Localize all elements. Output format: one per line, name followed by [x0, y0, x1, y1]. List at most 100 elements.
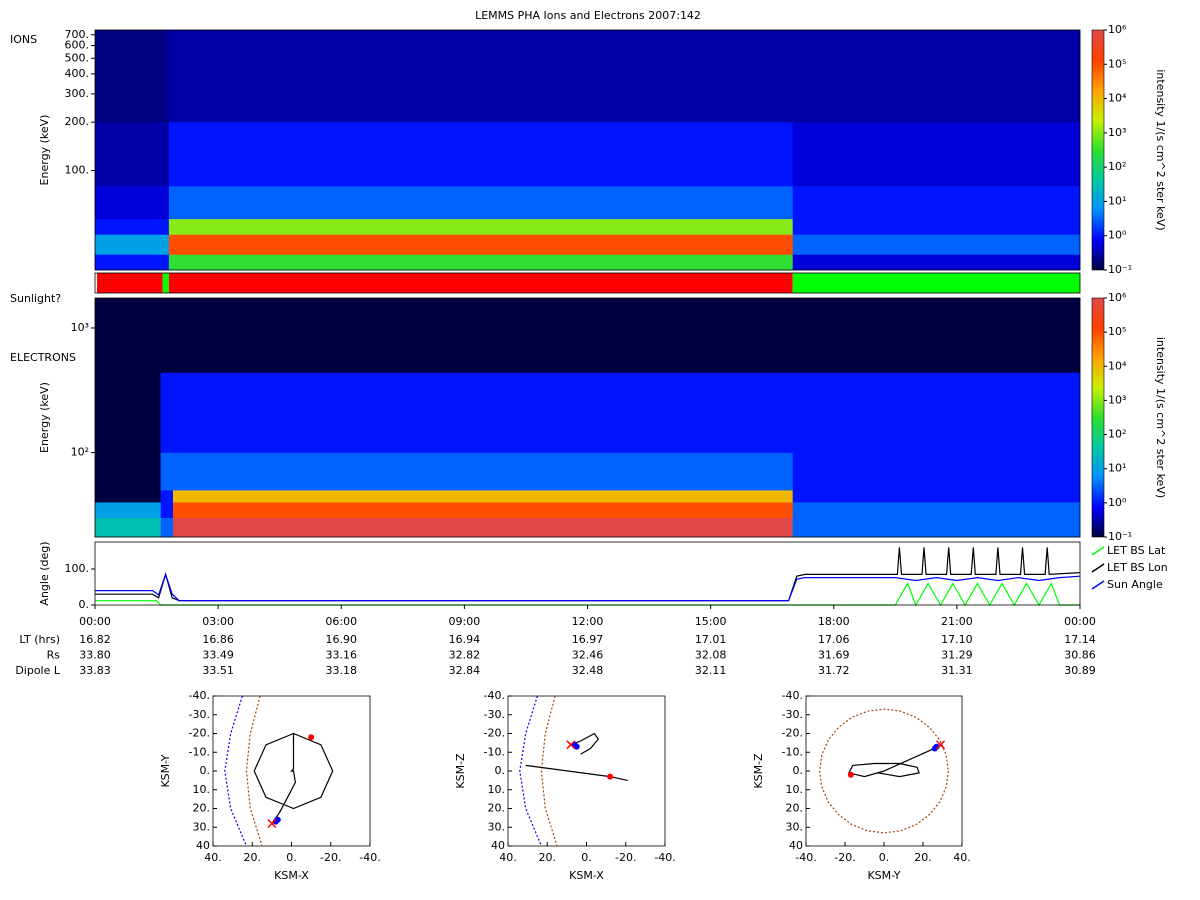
x-tick-label: 40. [204, 851, 222, 864]
colorbar-tick-label: 10¹ [1108, 462, 1126, 475]
y-axis-label: KSM-Z [752, 753, 765, 789]
x-tick-label: 15:00 [695, 615, 727, 628]
heatmap-cell [792, 30, 1081, 123]
colorbar-tick-label: 10³ [1108, 393, 1126, 406]
y-tick-label: 20. [193, 802, 211, 815]
ephemeris-value: 31.29 [941, 649, 973, 662]
y-tick-label: 40 [789, 839, 803, 852]
x-tick-label: 12:00 [572, 615, 604, 628]
colorbar-tick-label: 10¹ [1108, 194, 1126, 207]
sunlight-segment [168, 273, 793, 293]
heatmap-cell [792, 254, 1081, 271]
y-tick-label: 30. [488, 820, 506, 833]
y-tick-label: -10. [189, 745, 210, 758]
colorbar [1091, 29, 1105, 271]
y-tick-label: 20. [786, 802, 804, 815]
sunlight-segment [162, 273, 169, 293]
x-tick-label: 06:00 [325, 615, 357, 628]
legend-swatch [1091, 580, 1105, 590]
ephemeris-value: 17.01 [695, 633, 727, 646]
heatmap-cell [95, 490, 161, 503]
trajectory [245, 695, 263, 847]
y-tick-label: 10³ [71, 321, 89, 334]
ephemeris-value: 16.82 [79, 633, 111, 646]
y-tick-label: 100. [65, 562, 90, 575]
y-axis-label: Energy (keV) [38, 115, 51, 186]
y-tick-label: 40 [491, 839, 505, 852]
colorbar-tick-label: 10⁵ [1108, 57, 1126, 70]
orbit-marker [931, 745, 938, 752]
heatmap-cell [168, 218, 794, 235]
heatmap-cell [172, 517, 794, 538]
orbit-marker [308, 734, 315, 741]
y-tick-label: 0. [793, 764, 804, 777]
heatmap-cell [172, 298, 794, 373]
y-tick-label: -40. [484, 689, 505, 702]
x-tick-label: 20. [914, 851, 932, 864]
trajectory [224, 695, 247, 847]
colorbar-tick-label: 10² [1108, 160, 1126, 173]
ephemeris-value: 32.11 [695, 664, 727, 677]
x-axis-label: KSM-X [569, 869, 604, 882]
y-tick-label: 10. [193, 783, 211, 796]
ephemeris-value: 33.51 [202, 664, 234, 677]
ephemeris-value: 32.82 [449, 649, 481, 662]
heatmap-cell [792, 186, 1081, 220]
y-tick-label: -30. [189, 708, 210, 721]
x-tick-label: -20. [615, 851, 636, 864]
heatmap-cell [160, 502, 174, 519]
heatmap-cell [792, 502, 1081, 519]
legend-label: Sun Angle [1107, 578, 1163, 591]
ephemeris-value: 16.90 [326, 633, 358, 646]
y-tick-label: 20. [488, 802, 506, 815]
heatmap-cell [792, 372, 1081, 453]
orbit-marker [274, 816, 281, 823]
y-axis-label: KSM-Z [454, 753, 467, 789]
legend-swatch [1091, 563, 1105, 573]
y-tick-label: 400. [65, 67, 90, 80]
orbit-cross [267, 818, 277, 829]
orbit-cross [936, 740, 946, 750]
y-tick-label: 500. [65, 51, 90, 64]
plot-frame [507, 695, 666, 847]
y-tick-label: -10. [782, 745, 803, 758]
chart-title: LEMMS PHA Ions and Electrons 2007:142 [475, 9, 701, 22]
heatmap-cell [95, 502, 161, 519]
x-tick-label: 00:00 [79, 615, 111, 628]
angle-line [95, 572, 1081, 602]
heatmap-cell [95, 30, 170, 123]
y-tick-label: -40. [782, 689, 803, 702]
x-tick-label: 0. [879, 851, 890, 864]
x-tick-label: 21:00 [941, 615, 973, 628]
ephemeris-value: 16.86 [202, 633, 234, 646]
heatmap-cell [172, 502, 794, 519]
ephemeris-value: 30.86 [1064, 649, 1096, 662]
ephemeris-value: 33.80 [79, 649, 111, 662]
trajectory [519, 695, 542, 847]
heatmap-cell [95, 452, 161, 491]
plot-frame [94, 29, 1081, 271]
x-tick-label: 09:00 [449, 615, 481, 628]
y-tick-label: 200. [65, 115, 90, 128]
colorbar [1091, 297, 1105, 538]
colorbar-tick-label: 10⁶ [1108, 291, 1127, 304]
y-tick-label: 100. [65, 163, 90, 176]
y-tick-label: 0. [79, 598, 90, 611]
ephemeris-value: 32.46 [572, 649, 604, 662]
heatmap-cell [95, 186, 170, 220]
heatmap-cell [792, 218, 1081, 235]
y-tick-label: 700. [65, 28, 90, 41]
x-tick-label: -20. [834, 851, 855, 864]
ephemeris-value: 17.06 [818, 633, 850, 646]
colorbar-tick-label: 10⁶ [1108, 23, 1127, 36]
y-tick-label: 40 [196, 839, 210, 852]
heatmap-cell [792, 490, 1081, 503]
ephemeris-value: 33.16 [326, 649, 358, 662]
legend-swatch [1091, 546, 1105, 556]
y-tick-label: -20. [484, 727, 505, 740]
heatmap-cell [168, 254, 794, 271]
heatmap-cell [95, 234, 170, 255]
colorbar-tick-label: 10⁰ [1108, 229, 1127, 242]
